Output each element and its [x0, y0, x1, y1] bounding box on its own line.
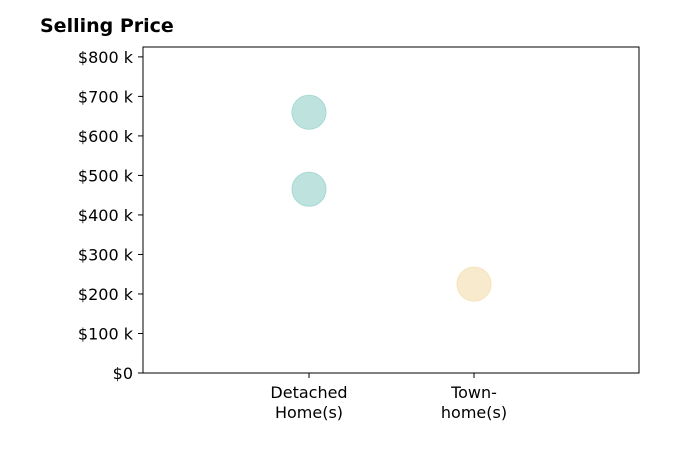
x-tick-label: Town-home(s)	[441, 383, 507, 422]
x-tick-label-line: Town-	[450, 383, 497, 402]
data-points	[291, 94, 492, 302]
x-tick-label-line: Detached	[270, 383, 347, 402]
plot-area-frame	[142, 46, 640, 374]
data-point	[291, 171, 327, 207]
y-tick-label: $300 k	[78, 245, 134, 264]
x-axis: Detached Home(s) Town-home(s)	[270, 373, 507, 422]
y-tick-label: $200 k	[78, 285, 134, 304]
y-tick-label: $0	[113, 364, 133, 383]
y-tick-label: $600 k	[78, 127, 134, 146]
y-axis: $0 $100 k $200 k $300 k $400 k $500 k $600 k $7…	[78, 48, 143, 383]
y-tick-label: $100 k	[78, 324, 134, 343]
data-point	[291, 94, 327, 130]
x-tick-label: Detached Home(s)	[270, 383, 347, 422]
x-tick-label-line: Home(s)	[275, 403, 343, 422]
y-tick-label: $500 k	[78, 166, 134, 185]
data-point	[456, 266, 492, 302]
y-tick-label: $400 k	[78, 206, 134, 225]
x-tick-label-line: home(s)	[441, 403, 507, 422]
y-tick-label: $700 k	[78, 87, 134, 106]
chart-title: Selling Price	[40, 15, 174, 37]
y-tick-label: $800 k	[78, 48, 134, 67]
